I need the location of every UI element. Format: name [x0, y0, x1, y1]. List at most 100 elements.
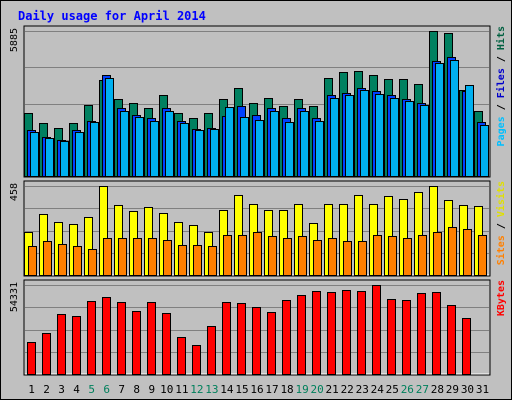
bar-pages-day-6	[105, 78, 114, 177]
series-legend-label: Sites / Visits	[495, 181, 507, 265]
bar-kbytes-day-20	[312, 291, 321, 375]
bar-pages-day-13	[210, 129, 219, 177]
bar-sites-day-24	[373, 235, 382, 276]
bar-kbytes-day-8	[132, 311, 141, 375]
x-tick-label-day-18: 18	[280, 383, 293, 396]
bar-pages-day-3	[60, 141, 69, 177]
x-tick-label-day-5: 5	[88, 383, 95, 396]
bar-pages-day-5	[90, 122, 99, 177]
bar-sites-day-22	[343, 241, 352, 276]
bar-kbytes-day-11	[177, 337, 186, 375]
y-max-label: 458	[9, 183, 20, 201]
bar-sites-day-4	[73, 246, 82, 276]
panel-visits-sites: 458 Sites / Visits	[9, 180, 507, 277]
bar-pages-day-22	[345, 95, 354, 177]
legend-entry: /	[496, 217, 507, 235]
x-tick-label-day-11: 11	[175, 383, 188, 396]
bar-sites-day-29	[448, 227, 457, 276]
bar-sites-day-7	[118, 238, 127, 276]
bar-sites-day-5	[88, 249, 97, 276]
bar-sites-day-23	[358, 241, 367, 276]
bar-kbytes-day-28	[432, 292, 441, 375]
x-tick-label-day-15: 15	[235, 383, 248, 396]
x-tick-label-day-4: 4	[73, 383, 80, 396]
bar-pages-day-14	[225, 107, 234, 177]
bar-pages-day-15	[240, 117, 249, 177]
bar-pages-day-10	[165, 111, 174, 177]
bar-kbytes-day-1	[27, 342, 36, 375]
bar-kbytes-day-6	[102, 297, 111, 375]
legend-entry: Files	[495, 68, 507, 98]
legend-entry: /	[496, 50, 507, 68]
bar-kbytes-day-30	[462, 318, 471, 375]
bar-sites-day-27	[418, 235, 427, 276]
x-tick-label-day-1: 1	[28, 383, 35, 396]
bar-pages-day-16	[255, 120, 264, 177]
bar-sites-day-18	[283, 238, 292, 276]
bar-kbytes-day-15	[237, 303, 246, 375]
bar-sites-day-21	[328, 238, 337, 276]
x-axis-tick-labels: 1 2 3 4 5 6 7 8 9 10 11 12 13 14 15 16 17 18 19 20 21 22 23 24 2…	[28, 383, 489, 396]
bar-kbytes-day-7	[117, 302, 126, 375]
bar-kbytes-day-24	[372, 285, 381, 375]
bar-sites-day-10	[163, 240, 172, 276]
x-tick-label-day-14: 14	[220, 383, 234, 396]
bar-pages-day-4	[75, 132, 84, 177]
bar-pages-day-30	[465, 85, 474, 177]
bar-pages-day-28	[435, 63, 444, 177]
y-max-label: 54331	[9, 282, 20, 312]
bar-pages-day-24	[375, 94, 384, 177]
bar-pages-day-18	[285, 122, 294, 177]
bar-pages-day-29	[450, 60, 459, 177]
bar-pages-day-12	[195, 130, 204, 177]
bar-pages-day-26	[405, 101, 414, 177]
legend-entry: Visits	[495, 181, 507, 217]
bar-kbytes-day-18	[282, 300, 291, 375]
bar-kbytes-day-10	[162, 313, 171, 375]
bar-kbytes-day-21	[327, 292, 336, 375]
bar-pages-day-1	[30, 132, 39, 177]
bar-kbytes-day-17	[267, 312, 276, 375]
x-tick-label-day-12: 12	[190, 383, 203, 396]
x-tick-label-day-21: 21	[326, 383, 339, 396]
x-tick-label-day-2: 2	[43, 383, 50, 396]
bar-sites-day-9	[148, 238, 157, 276]
bar-sites-day-3	[58, 244, 67, 276]
bar-sites-day-20	[313, 240, 322, 276]
x-tick-label-day-27: 27	[416, 383, 429, 396]
bar-kbytes-day-19	[297, 295, 306, 375]
bar-sites-day-17	[268, 236, 277, 276]
bar-sites-day-15	[238, 235, 247, 276]
x-tick-label-day-13: 13	[205, 383, 218, 396]
bar-pages-day-27	[420, 105, 429, 177]
bar-pages-day-31	[480, 125, 489, 177]
bar-kbytes-day-13	[207, 326, 216, 375]
bar-pages-day-2	[45, 138, 54, 177]
bar-pages-day-11	[180, 123, 189, 177]
bar-sites-day-6	[103, 238, 112, 276]
bar-sites-day-30	[463, 229, 472, 276]
x-tick-label-day-7: 7	[118, 383, 125, 396]
x-tick-label-day-6: 6	[103, 383, 110, 396]
bar-pages-day-17	[270, 111, 279, 177]
bar-pages-day-7	[120, 111, 129, 177]
x-tick-label-day-10: 10	[160, 383, 173, 396]
bar-sites-day-11	[178, 245, 187, 276]
x-tick-label-day-16: 16	[250, 383, 263, 396]
bar-kbytes-day-22	[342, 290, 351, 375]
bar-kbytes-day-2	[42, 333, 51, 375]
legend-entry: Pages	[496, 116, 507, 146]
bar-sites-day-31	[478, 235, 487, 276]
bar-kbytes-day-27	[417, 293, 426, 375]
bar-kbytes-day-29	[447, 305, 456, 375]
bar-sites-day-1	[28, 246, 37, 276]
legend-entry: KBytes	[496, 280, 507, 316]
x-tick-label-day-29: 29	[446, 383, 459, 396]
bar-sites-day-25	[388, 236, 397, 276]
x-tick-label-day-8: 8	[133, 383, 140, 396]
panel-hits-files-pages: 5885 Pages / Files / Hits	[9, 25, 507, 178]
chart-panels: 5885 Pages / Files / Hits 458 Sites / Visit…	[9, 25, 507, 376]
x-tick-label-day-24: 24	[371, 383, 385, 396]
bar-sites-day-28	[433, 232, 442, 276]
x-tick-label-day-17: 17	[265, 383, 278, 396]
